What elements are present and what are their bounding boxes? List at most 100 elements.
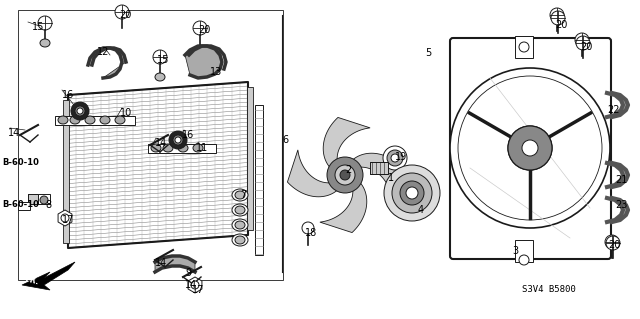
Polygon shape xyxy=(607,198,628,222)
Bar xyxy=(63,100,69,243)
Circle shape xyxy=(175,137,181,143)
Polygon shape xyxy=(607,163,628,187)
Ellipse shape xyxy=(115,116,125,124)
Polygon shape xyxy=(287,150,341,197)
Ellipse shape xyxy=(235,191,245,199)
Text: 15: 15 xyxy=(157,55,170,65)
Circle shape xyxy=(605,235,619,249)
Text: 7: 7 xyxy=(240,190,246,200)
Circle shape xyxy=(508,126,552,170)
Ellipse shape xyxy=(235,236,245,244)
Text: 20: 20 xyxy=(119,10,131,20)
Circle shape xyxy=(392,173,432,213)
Circle shape xyxy=(193,21,207,35)
Text: B-60-10: B-60-10 xyxy=(2,158,39,167)
Text: 13: 13 xyxy=(210,67,222,77)
Text: 14: 14 xyxy=(155,138,167,148)
Bar xyxy=(28,194,50,204)
Polygon shape xyxy=(320,179,367,233)
Text: 1: 1 xyxy=(388,173,394,183)
FancyBboxPatch shape xyxy=(450,38,611,259)
Bar xyxy=(28,194,38,204)
Circle shape xyxy=(40,196,48,204)
Circle shape xyxy=(391,154,399,162)
Circle shape xyxy=(576,36,590,50)
Text: 8: 8 xyxy=(45,200,51,210)
Circle shape xyxy=(191,281,199,289)
Bar xyxy=(255,105,263,255)
Polygon shape xyxy=(607,93,628,117)
Circle shape xyxy=(519,42,529,52)
Text: 9: 9 xyxy=(185,268,191,278)
Polygon shape xyxy=(68,82,248,248)
Bar xyxy=(515,36,533,58)
Circle shape xyxy=(302,222,314,234)
Circle shape xyxy=(75,106,85,116)
Ellipse shape xyxy=(232,189,248,201)
Bar xyxy=(18,10,283,280)
Text: 3: 3 xyxy=(512,246,518,256)
Text: B-60-10: B-60-10 xyxy=(2,200,39,209)
Bar xyxy=(515,240,533,262)
Polygon shape xyxy=(58,210,72,226)
Circle shape xyxy=(383,146,407,170)
Polygon shape xyxy=(22,262,75,290)
Text: 4: 4 xyxy=(418,205,424,215)
Circle shape xyxy=(450,68,610,228)
Ellipse shape xyxy=(235,206,245,214)
Circle shape xyxy=(508,126,552,170)
Text: 14: 14 xyxy=(155,258,167,268)
Ellipse shape xyxy=(58,116,68,124)
Text: FR.: FR. xyxy=(24,274,40,286)
Text: S3V4 B5800: S3V4 B5800 xyxy=(522,285,576,294)
Text: 14: 14 xyxy=(8,128,20,138)
Bar xyxy=(55,116,135,125)
Circle shape xyxy=(575,33,589,47)
Text: 20: 20 xyxy=(608,240,620,250)
Circle shape xyxy=(551,11,565,25)
Text: 10: 10 xyxy=(120,108,132,118)
Circle shape xyxy=(387,150,403,166)
Circle shape xyxy=(519,255,529,265)
Ellipse shape xyxy=(151,144,161,152)
Text: 17: 17 xyxy=(62,215,74,225)
Ellipse shape xyxy=(155,73,165,81)
Text: 22: 22 xyxy=(607,105,620,115)
Text: 14: 14 xyxy=(185,280,197,290)
Circle shape xyxy=(406,187,418,199)
Circle shape xyxy=(61,214,69,222)
Polygon shape xyxy=(323,117,370,171)
Polygon shape xyxy=(155,256,195,272)
Bar xyxy=(148,144,216,153)
Ellipse shape xyxy=(232,219,248,231)
Circle shape xyxy=(38,16,52,30)
Text: 11: 11 xyxy=(196,143,208,153)
Text: 20: 20 xyxy=(555,20,568,30)
Ellipse shape xyxy=(85,116,95,124)
Circle shape xyxy=(340,170,350,180)
Polygon shape xyxy=(88,48,126,78)
Text: 19: 19 xyxy=(395,152,407,162)
Ellipse shape xyxy=(232,234,248,246)
Polygon shape xyxy=(188,277,202,293)
Circle shape xyxy=(327,157,363,193)
Ellipse shape xyxy=(100,116,110,124)
Text: 5: 5 xyxy=(425,48,431,58)
Text: 12: 12 xyxy=(97,47,109,57)
Bar xyxy=(370,162,388,174)
Circle shape xyxy=(522,140,538,156)
Circle shape xyxy=(77,108,83,114)
Circle shape xyxy=(550,8,564,22)
Text: 21: 21 xyxy=(615,175,627,185)
Text: 18: 18 xyxy=(305,228,317,238)
Text: 6: 6 xyxy=(282,135,288,145)
Ellipse shape xyxy=(193,144,203,152)
Ellipse shape xyxy=(232,204,248,216)
Polygon shape xyxy=(185,46,222,78)
Ellipse shape xyxy=(70,116,80,124)
Circle shape xyxy=(173,135,183,145)
Circle shape xyxy=(153,50,167,64)
Circle shape xyxy=(335,165,355,185)
Circle shape xyxy=(400,181,424,205)
Ellipse shape xyxy=(178,144,188,152)
